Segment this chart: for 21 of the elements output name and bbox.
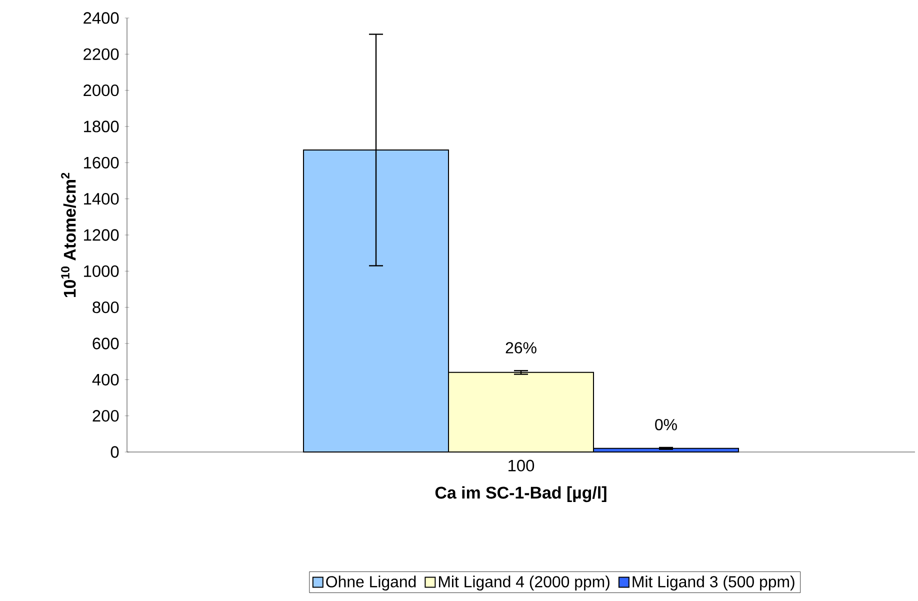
annotation: 0% <box>655 419 677 430</box>
y-tick-label: 600 <box>92 338 119 350</box>
y-tick-label: 1400 <box>84 193 119 205</box>
y-tick-label: 1600 <box>84 156 119 168</box>
y-tick-label: 2200 <box>84 48 119 60</box>
legend-label: Mit Ligand 3 (500 ppm) <box>632 576 794 591</box>
legend-label: Mit Ligand 4 (2000 ppm) <box>438 576 610 591</box>
y-tick-label: 0 <box>110 446 119 458</box>
y-axis-title: 10$^{10}$ Atome/cm$^{2}$ <box>61 172 76 298</box>
y-tick-label: 2400 <box>84 12 119 24</box>
y-tick-label: 1800 <box>84 120 119 132</box>
x-tick-label: 100 <box>508 460 534 472</box>
x-axis-title: Ca im SC-1-Bad [µg/l] <box>435 486 606 502</box>
annotation: 26% <box>506 342 536 354</box>
y-tick-label: 800 <box>92 302 119 314</box>
legend-label: Ohne Ligand <box>326 576 416 591</box>
y-tick-label: 1200 <box>84 229 119 241</box>
y-tick-label: 400 <box>92 374 119 386</box>
y-tick-label: 2000 <box>84 84 119 96</box>
y-tick-label: 1000 <box>84 265 119 277</box>
y-tick-label: 200 <box>92 410 119 422</box>
